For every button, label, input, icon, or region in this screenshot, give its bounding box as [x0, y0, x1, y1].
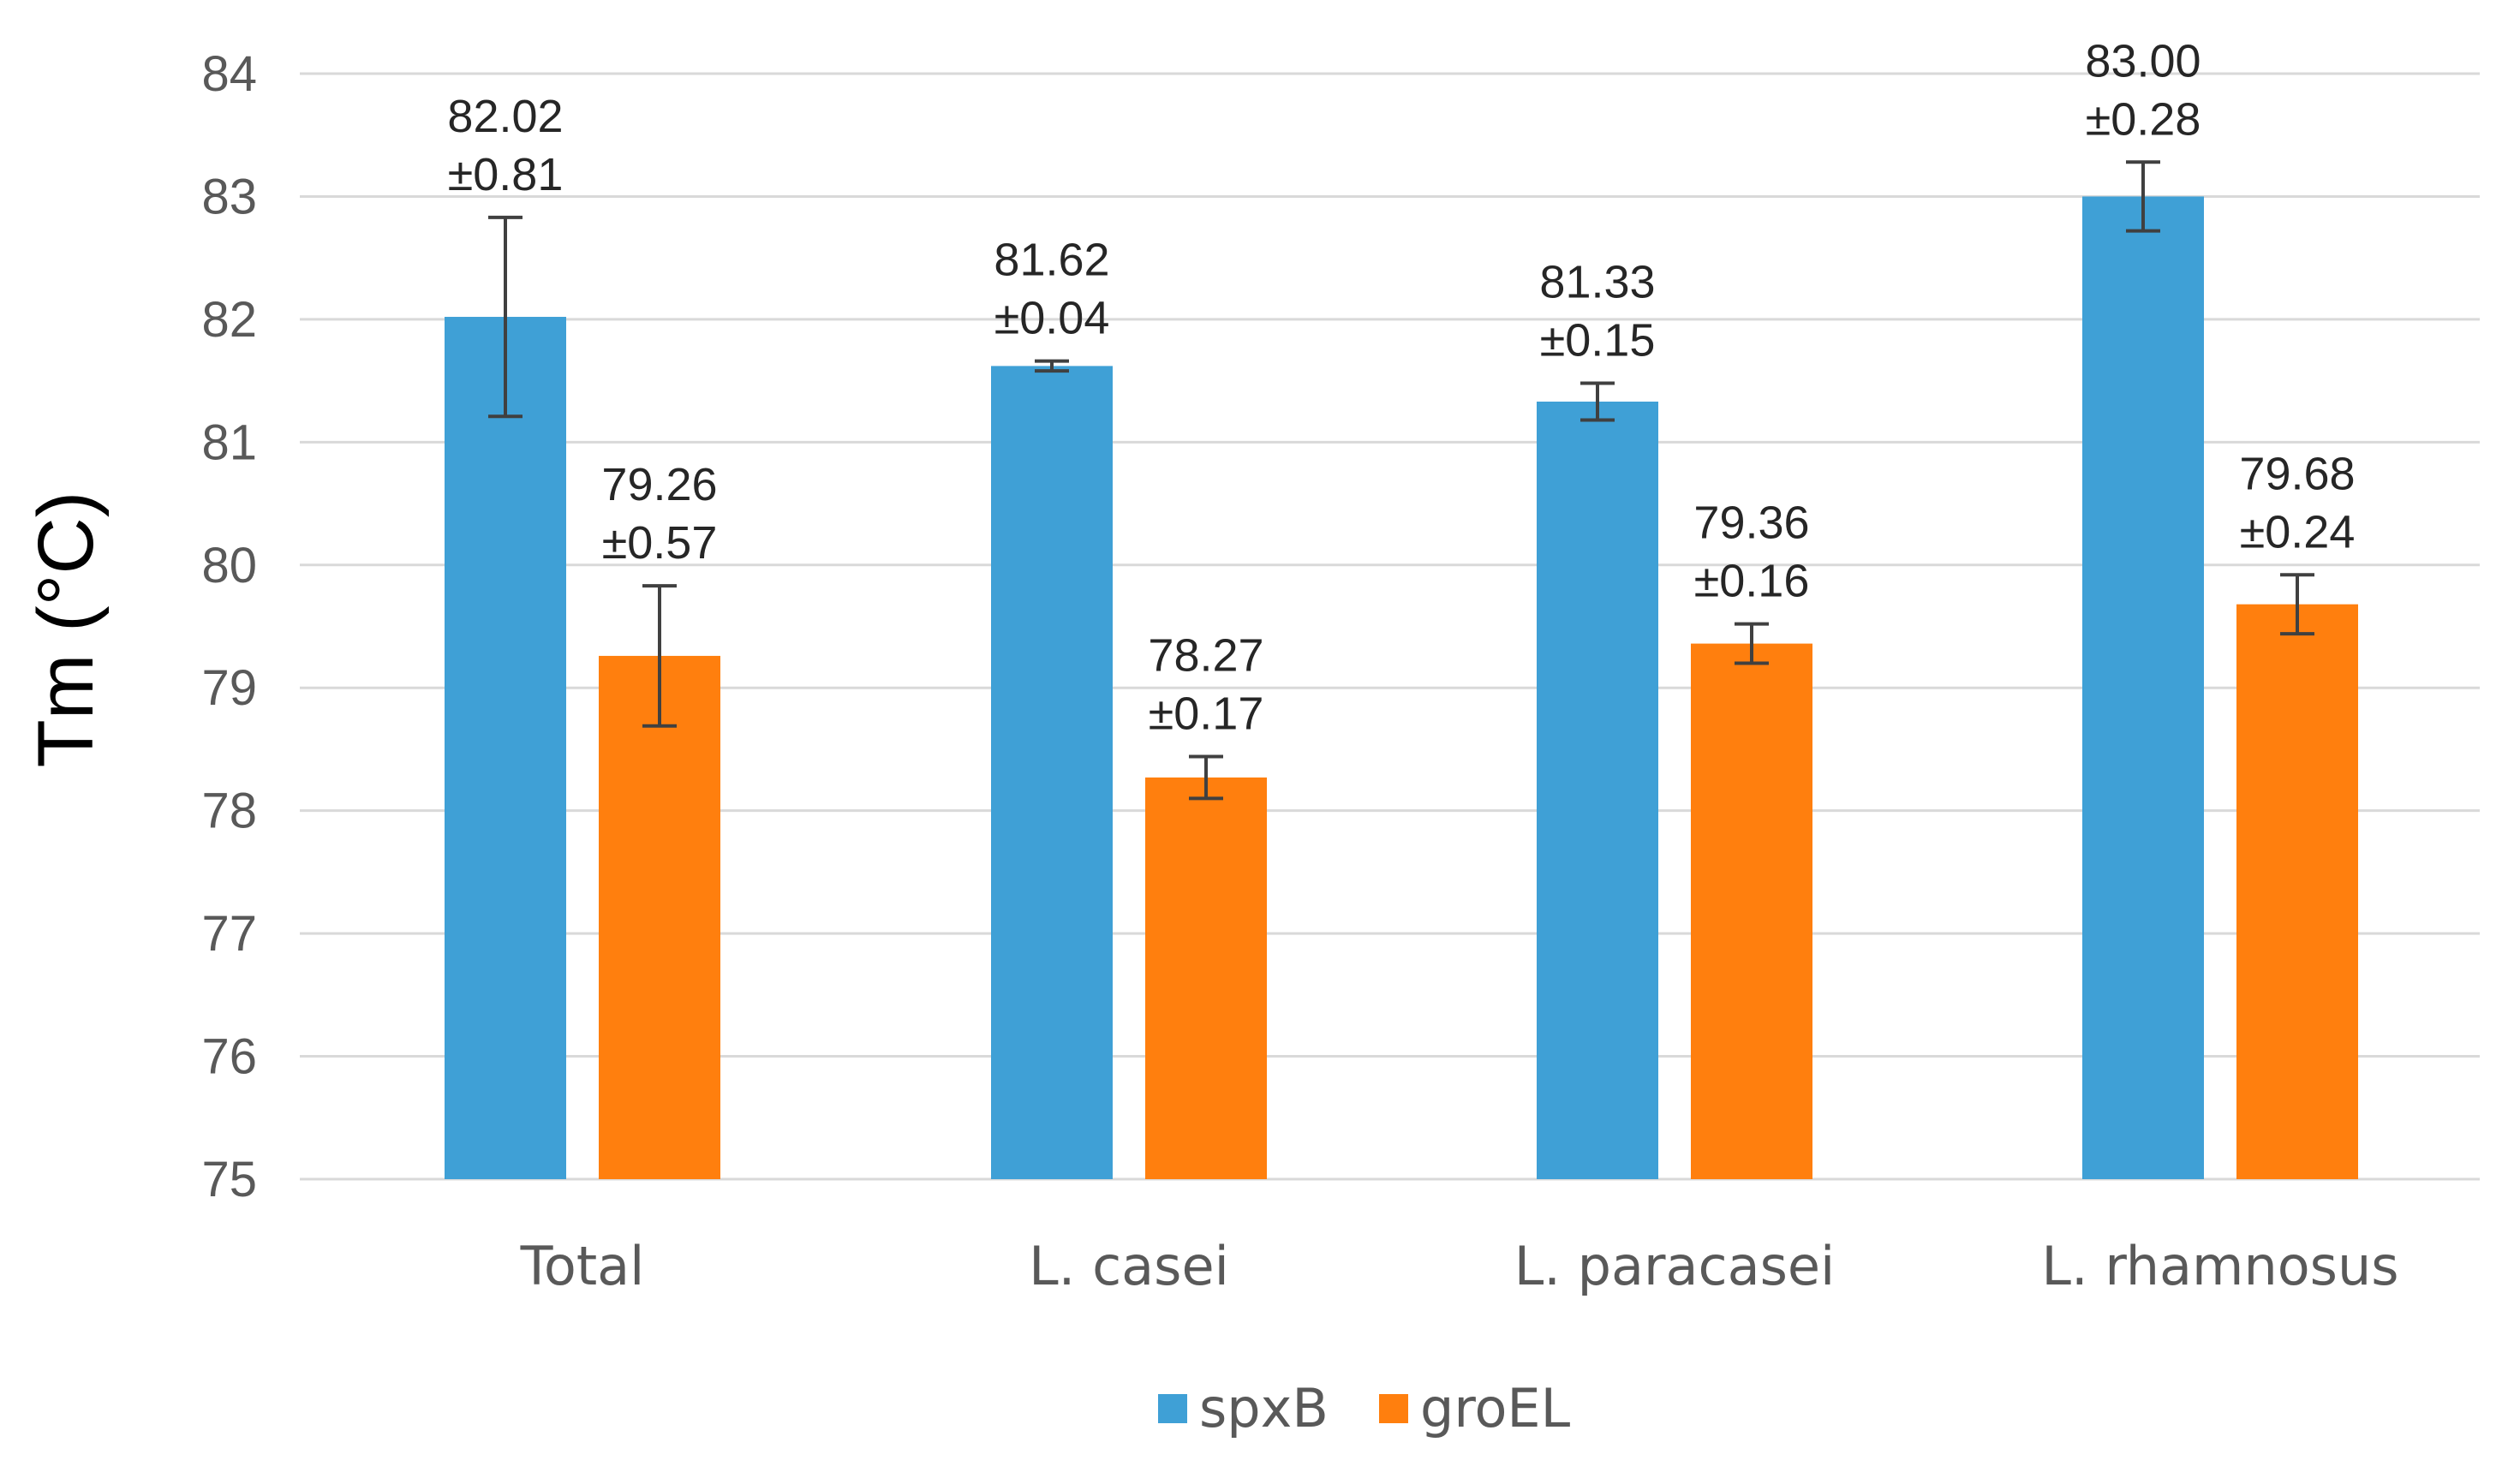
- error-bar-groEL-2: [1735, 622, 1769, 665]
- legend-swatch: [1379, 1394, 1408, 1423]
- error-label: ±0.81: [448, 149, 564, 200]
- error-bar-groEL-0: [642, 584, 677, 728]
- bar-spxB-0: [445, 317, 566, 1179]
- legend-item-spxB: spxB: [1158, 1377, 1329, 1439]
- error-bars: [488, 160, 2314, 801]
- x-category-label: L. rhamnosus: [2041, 1235, 2398, 1297]
- bars: [445, 196, 2358, 1179]
- x-axis-categories: Total L. casei L. paracasei L. rhamnosus: [520, 1235, 2399, 1297]
- bar-spxB-2: [1537, 401, 1658, 1179]
- bar-groEL-3: [2236, 604, 2358, 1179]
- value-label: 82.02: [447, 91, 563, 142]
- error-label: ±0.15: [1540, 314, 1656, 366]
- value-label: 79.68: [2239, 448, 2355, 499]
- value-label: 78.27: [1148, 630, 1263, 682]
- y-axis-ticks: 75 76 77 78 79 80 81 82 83 84: [201, 46, 257, 1207]
- bar-spxB-1: [991, 366, 1113, 1179]
- y-tick-label: 75: [201, 1152, 257, 1207]
- bar-groEL-0: [599, 655, 720, 1179]
- y-axis-title: Tm (°C): [22, 492, 110, 768]
- error-bar-groEL-1: [1189, 754, 1223, 801]
- x-category-label: L. casei: [1029, 1235, 1229, 1297]
- error-label: ±0.57: [602, 517, 718, 569]
- error-bar-spxB-3: [2126, 160, 2160, 233]
- error-label: ±0.17: [1149, 688, 1264, 740]
- bar-spxB-3: [2082, 196, 2204, 1179]
- y-tick-label: 79: [201, 660, 257, 716]
- error-bar-spxB-0: [488, 215, 523, 419]
- error-label: ±0.04: [994, 293, 1110, 344]
- bar-groEL-1: [1145, 777, 1267, 1179]
- error-bar-groEL-3: [2280, 573, 2314, 636]
- y-tick-label: 82: [201, 292, 257, 348]
- bar-groEL-2: [1691, 643, 1812, 1179]
- y-tick-label: 76: [201, 1029, 257, 1085]
- data-labels: ±0.81 82.02 ±0.04 81.62 ±0.15 81.33 ±0.28 83.00…: [447, 35, 2355, 739]
- legend-swatch: [1158, 1394, 1187, 1423]
- y-tick-label: 78: [201, 784, 257, 839]
- legend-label: spxB: [1199, 1377, 1329, 1439]
- error-label: ±0.16: [1694, 556, 1810, 607]
- value-label: 79.36: [1693, 498, 1809, 549]
- x-category-label: Total: [520, 1235, 645, 1297]
- legend: spxB groEL: [1158, 1377, 1571, 1439]
- error-bar-spxB-1: [1035, 359, 1069, 373]
- y-tick-label: 81: [201, 414, 257, 470]
- value-label: 81.62: [994, 235, 1109, 286]
- error-bar-spxB-2: [1580, 381, 1615, 422]
- value-label: 83.00: [2085, 35, 2201, 86]
- value-label: 81.33: [1539, 256, 1655, 307]
- y-tick-label: 80: [201, 538, 257, 593]
- y-tick-label: 83: [201, 169, 257, 224]
- error-label: ±0.24: [2240, 506, 2356, 557]
- y-tick-label: 77: [201, 906, 257, 962]
- x-category-label: L. paracasei: [1514, 1235, 1836, 1297]
- legend-label: groEL: [1420, 1377, 1571, 1439]
- y-tick-label: 84: [201, 46, 257, 102]
- legend-item-groEL: groEL: [1379, 1377, 1571, 1439]
- value-label: 79.26: [601, 459, 717, 510]
- error-label: ±0.28: [2086, 93, 2201, 145]
